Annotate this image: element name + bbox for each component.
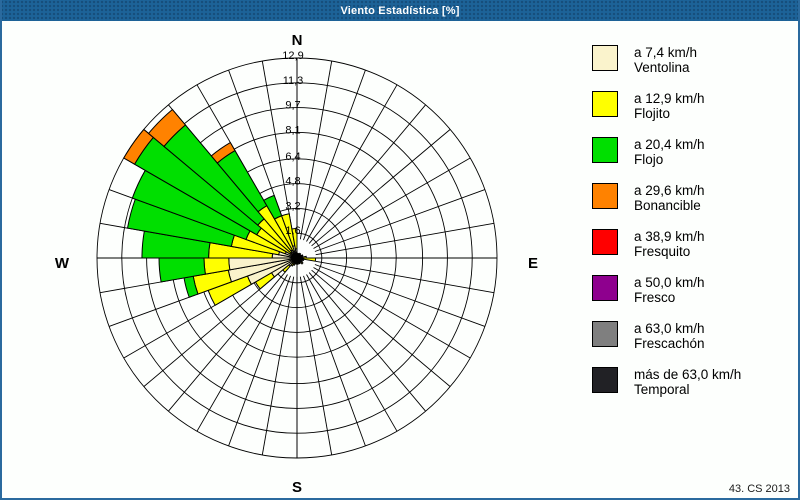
grid-spoke — [314, 264, 486, 327]
legend-category-label: Fresco — [634, 290, 676, 305]
grid-spoke — [299, 60, 333, 240]
grid-spoke — [168, 272, 286, 412]
compass-label-n: N — [292, 32, 303, 49]
grid-spoke — [314, 189, 486, 252]
compass-label-s: S — [292, 479, 302, 496]
compass-label-e: E — [528, 255, 538, 272]
legend-item-flojito: a 12,9 km/h Flojito — [592, 91, 797, 121]
wind-speed-legend: a 7,4 km/h Ventolina a 12,9 km/h Flojito a 2… — [592, 45, 797, 397]
ring-label-11,3: 11,3 — [283, 75, 304, 87]
grid-spoke — [311, 269, 451, 387]
grid-spoke — [303, 69, 366, 241]
legend-speed-label: a 7,4 km/h — [634, 45, 698, 60]
legend-speed-label: a 50,0 km/h — [634, 275, 705, 290]
grid-spoke — [315, 260, 495, 294]
legend-item-fresco: a 50,0 km/h Fresco — [592, 275, 797, 305]
grid-spoke — [143, 269, 283, 387]
legend-item-temporal: más de 63,0 km/h Temporal — [592, 367, 797, 397]
legend-speed-label: a 38,9 km/h — [634, 229, 705, 244]
legend-speed-label: más de 63,0 km/h — [634, 367, 742, 382]
bar-segment-340-Flojito — [280, 213, 296, 247]
ring-label-4,8: 4,8 — [285, 176, 300, 188]
legend-item-fresquito: a 38,9 km/h Fresquito — [592, 229, 797, 259]
legend-item-bonancible: a 29,6 km/h Bonancible — [592, 183, 797, 213]
grid-spoke — [311, 129, 451, 247]
legend-category-label: Flojito — [634, 106, 671, 121]
legend-color-swatch-icon — [592, 275, 618, 301]
legend-color-swatch-icon — [592, 367, 618, 393]
grid-spoke — [308, 272, 426, 412]
ring-label-9,7: 9,7 — [285, 100, 300, 112]
legend-color-swatch-icon — [592, 229, 618, 255]
grid-spoke — [299, 276, 333, 456]
window-titlebar[interactable]: Viento Estadística [%] — [2, 0, 798, 21]
legend-category-label: Ventolina — [634, 60, 690, 75]
legend-item-flojo: a 20,4 km/h Flojo — [592, 137, 797, 167]
bar-segment-350-Flojito — [291, 228, 298, 250]
bar-segment-330-Flojo — [262, 194, 283, 220]
grid-spoke — [315, 222, 495, 256]
grid-spoke — [306, 84, 398, 242]
bar-segment-90-Flojito — [301, 257, 317, 262]
legend-category-label: Temporal — [634, 382, 690, 397]
legend-speed-label: a 29,6 km/h — [634, 183, 705, 198]
legend-color-swatch-icon — [592, 321, 618, 347]
ring-label-6,4: 6,4 — [285, 151, 300, 163]
grid-spoke — [196, 274, 288, 432]
legend-item-ventolina: a 7,4 km/h Ventolina — [592, 45, 797, 75]
legend-category-label: Bonancible — [634, 198, 701, 213]
grid-spoke — [261, 276, 295, 456]
ring-label-1,6: 1,6 — [285, 225, 300, 237]
grid-spoke — [261, 60, 295, 240]
grid-spoke — [313, 157, 471, 249]
ring-label-12,9: 12,9 — [282, 50, 303, 62]
legend-color-swatch-icon — [592, 91, 618, 117]
grid-spoke — [308, 104, 426, 244]
footer-credit: 43. CS 2013 — [728, 483, 790, 495]
legend-category-label: Flojo — [634, 152, 664, 167]
legend-color-swatch-icon — [592, 45, 618, 71]
compass-labels: N E S W — [55, 32, 538, 496]
grid-spoke — [306, 274, 398, 432]
ring-value-labels: 1,6 3,2 4,8 6,4 8,1 9,7 11,3 12,9 — [282, 50, 303, 237]
bar-segment-300-Bonancible — [123, 128, 154, 165]
legend-speed-label: a 12,9 km/h — [634, 91, 705, 106]
grid-spoke — [303, 275, 366, 447]
ring-label-3,2: 3,2 — [285, 200, 300, 212]
grid-spoke — [228, 275, 291, 447]
ring-label-8,1: 8,1 — [285, 124, 300, 136]
legend-category-label: Fresquito — [634, 244, 691, 259]
bar-segment-320-Bonancible — [210, 141, 236, 164]
legend-color-swatch-icon — [592, 137, 618, 163]
bar-segment-130-Flojito — [299, 260, 304, 265]
compass-label-w: W — [55, 255, 70, 272]
grid-spoke — [313, 267, 471, 359]
legend-category-label: Frescachón — [634, 336, 705, 351]
legend-speed-label: a 20,4 km/h — [634, 137, 705, 152]
window-title: Viento Estadística [%] — [340, 4, 460, 17]
legend-speed-label: a 63,0 km/h — [634, 321, 705, 336]
legend-color-swatch-icon — [592, 183, 618, 209]
bar-segment-310-Bonancible — [147, 108, 187, 148]
wind-rose-bars — [123, 108, 317, 306]
legend-item-frescachon: a 63,0 km/h Frescachón — [592, 321, 797, 351]
